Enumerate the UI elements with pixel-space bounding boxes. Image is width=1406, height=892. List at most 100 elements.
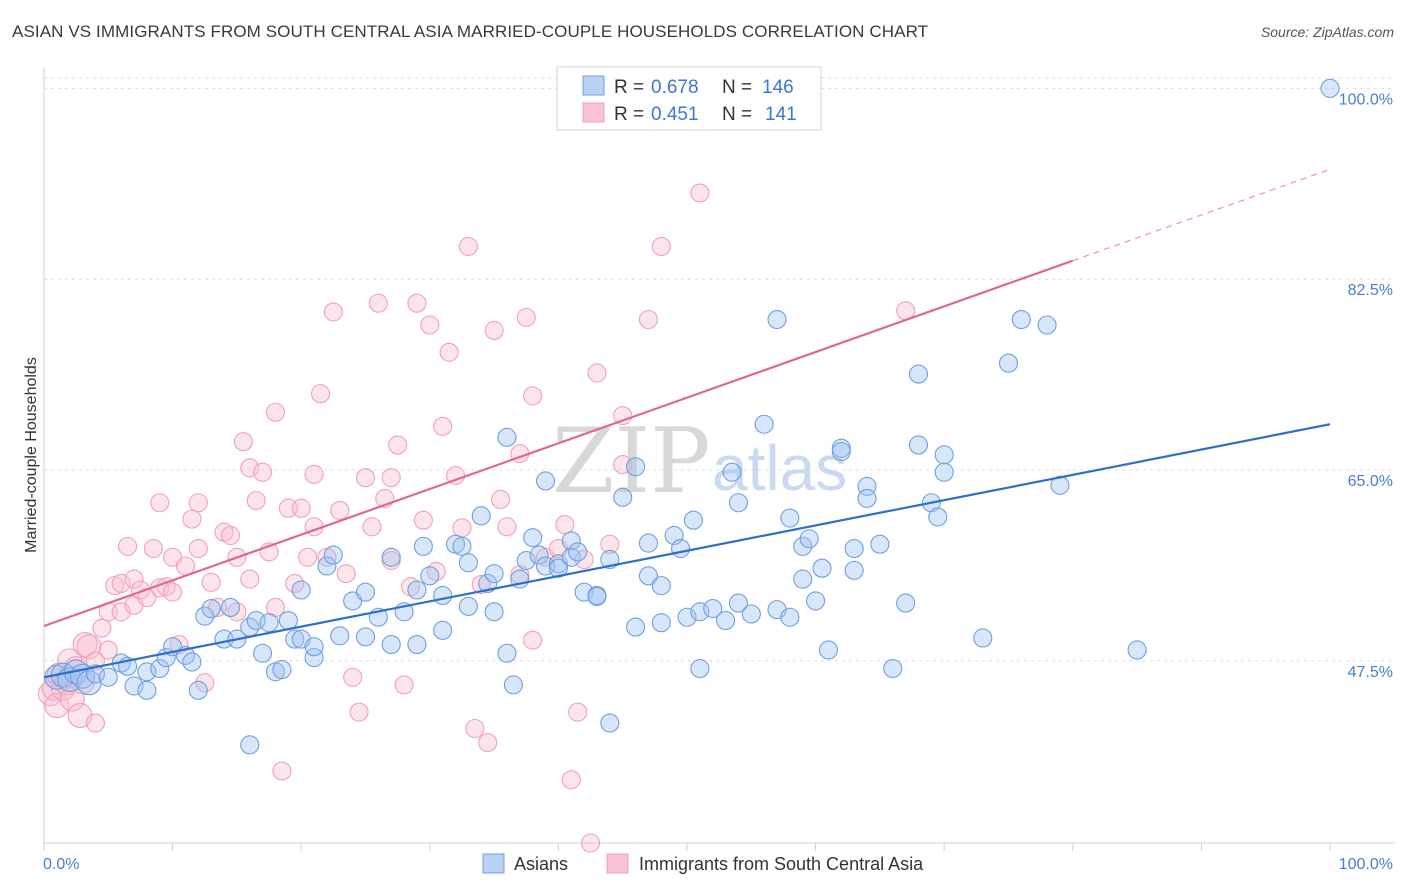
asian-point-6 — [85, 664, 105, 684]
asian-point-10 — [124, 676, 144, 696]
immigrant-point-108 — [690, 183, 710, 203]
legend-r-label-1: R = — [614, 77, 644, 98]
legend-n-value-2: 141 — [765, 104, 797, 125]
legend-r-value-2: 0.451 — [651, 104, 699, 125]
y-axis-label: Married-couple Households — [23, 357, 40, 553]
asian-point-33 — [291, 580, 311, 600]
asian-point-108 — [812, 558, 832, 578]
legend-n-label-1: N = — [722, 77, 752, 98]
asian-point-104 — [793, 569, 813, 589]
asian-point-83 — [638, 533, 658, 553]
asian-point-36 — [304, 637, 324, 657]
chart-source: Source: ZipAtlas.com — [1260, 24, 1394, 40]
asian-point-7 — [98, 667, 118, 687]
asian-point-24 — [240, 735, 260, 755]
asian-point-77 — [587, 586, 607, 607]
asian-point-99 — [754, 414, 774, 434]
tick-labels: 47.5% 65.0% 82.5% 100.0% 0.0% 100.0% — [43, 91, 1393, 873]
asian-point-90 — [683, 510, 703, 530]
y-tick-label-2: 82.5% — [1348, 282, 1393, 299]
asian-point-27 — [253, 643, 273, 663]
asian-point-91 — [690, 658, 710, 679]
asian-point-49 — [413, 536, 433, 556]
asian-point-71 — [548, 558, 568, 578]
immigrant-point-102 — [587, 363, 607, 383]
immigrant-point-44 — [233, 432, 253, 452]
immigrant-point-12 — [76, 634, 102, 660]
immigrant-point-72 — [388, 435, 408, 455]
immigrant-point-21 — [118, 536, 138, 556]
asian-point-95 — [722, 462, 742, 482]
legend-swatch-asians — [582, 75, 605, 96]
immigrants-regression-line — [43, 259, 1074, 628]
legend-r-value-1: 0.678 — [651, 77, 699, 98]
asian-point-105 — [793, 536, 813, 556]
immigrant-point-52 — [272, 761, 292, 781]
asian-point-128 — [1037, 315, 1057, 335]
asian-point-35 — [304, 648, 324, 668]
asian-point-45 — [381, 634, 401, 655]
asian-point-42 — [355, 627, 376, 647]
immigrant-point-11 — [72, 631, 98, 658]
asian-point-37 — [317, 556, 337, 576]
immigrant-point-66 — [355, 468, 376, 488]
asian-point-63 — [503, 675, 523, 695]
asian-point-112 — [844, 539, 864, 559]
bottom-legend-swatch-immigrants — [606, 853, 629, 874]
asian-point-125 — [973, 628, 993, 648]
immigrant-point-47 — [246, 491, 266, 511]
asian-point-131 — [1320, 78, 1340, 98]
asian-point-85 — [651, 613, 671, 633]
y-tick-label-3: 100.0% — [1339, 91, 1393, 108]
asian-point-92 — [690, 602, 710, 622]
immigrant-point-9 — [67, 702, 93, 728]
legend-n-label-2: N = — [722, 104, 752, 125]
asian-point-18 — [188, 680, 208, 700]
asian-point-127 — [1011, 309, 1031, 330]
immigrant-point-94 — [523, 386, 543, 406]
asian-point-66 — [523, 528, 543, 548]
asian-point-67 — [529, 545, 549, 565]
immigrant-point-93 — [523, 630, 543, 650]
asian-point-88 — [671, 539, 691, 559]
asian-point-86 — [651, 576, 671, 596]
immigrant-point-101 — [580, 833, 601, 853]
immigrant-point-63 — [336, 564, 356, 584]
asian-point-22 — [220, 597, 241, 617]
asian-point-52 — [433, 620, 453, 640]
asian-point-119 — [908, 364, 929, 384]
asian-point-47 — [407, 580, 427, 600]
immigrant-point-33 — [175, 556, 196, 576]
immigrant-point-98 — [561, 770, 581, 790]
immigrant-point-80 — [439, 342, 459, 362]
immigrant-point-26 — [143, 539, 163, 559]
asian-point-93 — [703, 598, 723, 619]
asian-point-101 — [767, 309, 787, 330]
asian-point-17 — [182, 652, 202, 672]
asian-point-123 — [934, 462, 954, 482]
chart-title: ASIAN VS IMMIGRANTS FROM SOUTH CENTRAL A… — [12, 22, 929, 41]
asian-point-75 — [574, 582, 594, 602]
bottom-legend-label-immigrants: Immigrants from South Central Asia — [639, 854, 924, 874]
axes — [43, 68, 1395, 851]
asian-point-60 — [484, 564, 504, 584]
immigrant-point-86 — [478, 733, 498, 753]
immigrant-point-48 — [253, 462, 273, 482]
asian-point-118 — [896, 593, 916, 613]
immigrant-point-79 — [433, 416, 453, 436]
immigrant-point-84 — [465, 718, 485, 739]
immigrant-point-30 — [163, 582, 183, 602]
immigrant-point-107 — [651, 236, 671, 257]
asian-point-84 — [638, 566, 658, 586]
asian-point-111 — [831, 441, 851, 462]
immigrant-point-55 — [291, 498, 311, 518]
immigrant-point-62 — [330, 500, 350, 520]
asian-point-109 — [818, 640, 839, 660]
regression-lines — [43, 168, 1331, 679]
asian-point-65 — [516, 551, 536, 571]
watermark-atlas: atlas — [712, 432, 847, 504]
asian-point-103 — [780, 508, 800, 528]
asian-point-106 — [799, 529, 819, 549]
asian-point-107 — [806, 591, 826, 611]
immigrant-point-103 — [600, 534, 620, 554]
